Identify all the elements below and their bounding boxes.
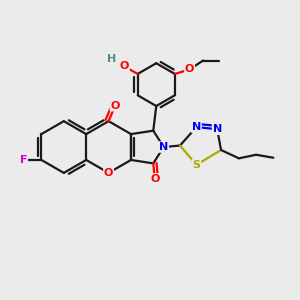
- Text: N: N: [159, 142, 168, 152]
- Text: F: F: [20, 155, 27, 165]
- Text: O: O: [120, 61, 129, 71]
- Text: O: O: [110, 101, 120, 111]
- Text: N: N: [192, 122, 201, 132]
- Text: O: O: [104, 168, 113, 178]
- Text: O: O: [185, 64, 194, 74]
- Text: N: N: [213, 124, 222, 134]
- Text: S: S: [192, 160, 200, 170]
- Text: H: H: [107, 54, 116, 64]
- Text: O: O: [150, 174, 160, 184]
